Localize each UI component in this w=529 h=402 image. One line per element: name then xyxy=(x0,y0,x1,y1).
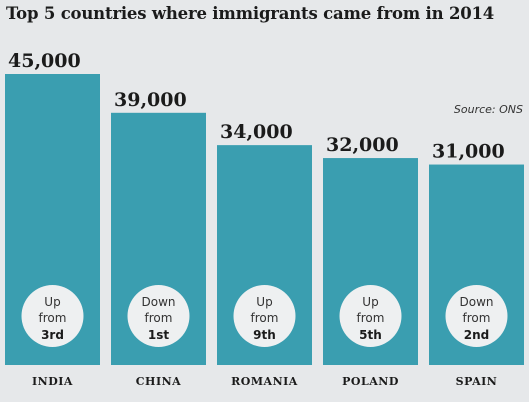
rank-change-circle xyxy=(127,285,190,347)
value-label: 32,000 xyxy=(326,134,399,156)
rank-change-rank: 1st xyxy=(148,328,169,342)
rank-change-rank: 2nd xyxy=(464,328,489,342)
rank-change-circle xyxy=(445,285,508,347)
value-label: 34,000 xyxy=(220,121,293,143)
category-label: ROMANIA xyxy=(231,375,298,388)
value-label: 45,000 xyxy=(8,50,81,72)
category-label: INDIA xyxy=(32,375,73,388)
rank-change-rank: 3rd xyxy=(41,328,64,342)
category-label: POLAND xyxy=(342,375,399,388)
value-label: 31,000 xyxy=(432,141,505,163)
rank-change-rank: 9th xyxy=(253,328,276,342)
category-label: SPAIN xyxy=(456,375,498,388)
category-label: CHINA xyxy=(136,375,181,388)
rank-change-line1: Up xyxy=(44,295,60,309)
chart-title: Top 5 countries where immigrants came fr… xyxy=(6,4,495,23)
rank-change-line2: from xyxy=(357,311,385,325)
rank-change-rank: 5th xyxy=(359,328,382,342)
chart-source: Source: ONS xyxy=(453,103,523,116)
rank-change-line1: Down xyxy=(141,295,175,309)
rank-change-circle xyxy=(21,285,84,347)
rank-change-line1: Up xyxy=(256,295,272,309)
rank-change-line2: from xyxy=(251,311,279,325)
rank-change-line1: Down xyxy=(459,295,493,309)
rank-change-line2: from xyxy=(145,311,173,325)
rank-change-line1: Up xyxy=(362,295,378,309)
rank-change-line2: from xyxy=(463,311,491,325)
rank-change-circle xyxy=(339,285,402,347)
rank-change-circle xyxy=(233,285,296,347)
rank-change-line2: from xyxy=(39,311,67,325)
value-label: 39,000 xyxy=(114,89,187,111)
